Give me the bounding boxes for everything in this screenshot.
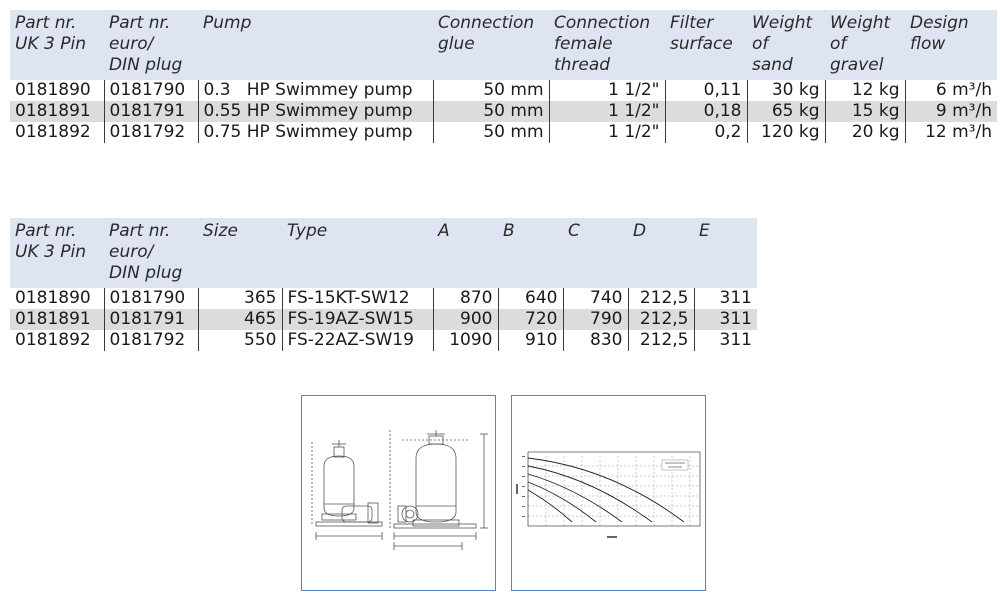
header-part-nr-uk: Part nr. UK 3 Pin xyxy=(10,218,104,288)
cell-weight-gravel: 15 kg xyxy=(824,101,905,122)
cell-design-flow: 9 m³/h xyxy=(904,101,997,122)
cell-d: 212,5 xyxy=(627,309,694,330)
cell-part-uk: 0181892 xyxy=(15,330,91,350)
cell-b: 720 xyxy=(497,309,563,330)
cell-connection-glue: 50 mm xyxy=(432,122,549,143)
cell-connection-glue: 50 mm xyxy=(432,101,549,122)
cell-type: FS-19AZ-SW15 xyxy=(281,309,433,330)
cell-b: 910 xyxy=(497,330,563,351)
cell-filter-surface: 0,2 xyxy=(664,122,747,143)
table-header-row: Part nr. UK 3 Pin Part nr. euro/DIN plug S… xyxy=(10,218,757,288)
table-row: 0181892 0181792 0.75 HP Swimmey pump 50 … xyxy=(10,122,997,143)
cell-pump: 0.3 HP Swimmey pump xyxy=(197,80,433,101)
cell-a: 870 xyxy=(432,288,498,309)
cell-filter-surface: 0,18 xyxy=(664,101,747,122)
header-part-nr-euro: Part nr. euro/DIN plug xyxy=(104,218,198,288)
cell-part-euro: 0181790 xyxy=(103,288,198,309)
cell-c: 740 xyxy=(562,288,628,309)
cell-a: 900 xyxy=(432,309,498,330)
dimension-drawing-svg xyxy=(311,430,488,550)
cell-type: FS-22AZ-SW19 xyxy=(281,330,433,351)
cell-a: 1090 xyxy=(432,330,498,351)
cell-size: 550 xyxy=(197,330,282,351)
cell-d: 212,5 xyxy=(627,330,694,351)
header-part-nr-uk: Part nr. UK 3 Pin xyxy=(10,10,104,80)
header-e: E xyxy=(694,218,757,288)
cell-weight-gravel: 12 kg xyxy=(824,80,905,101)
table-row: 0181891 0181791 0.55 HP Swimmey pump 50 … xyxy=(10,101,997,122)
header-weight-sand: Weight of sand xyxy=(747,10,825,80)
table-header-row: Part nr. UK 3 Pin Part nr. euro/DIN plug P… xyxy=(10,10,997,80)
header-pump: Pump xyxy=(198,10,433,80)
header-a: A xyxy=(433,218,498,288)
cell-part-euro: 0181792 xyxy=(103,122,198,143)
cell-pump: 0.55 HP Swimmey pump xyxy=(197,101,433,122)
cell-type: FS-15KT-SW12 xyxy=(281,288,433,309)
table-row: 0181891 0181791 465 FS-19AZ-SW15 900 720… xyxy=(10,309,757,330)
table-row: 0181892 0181792 550 FS-22AZ-SW19 1090 91… xyxy=(10,330,757,351)
pump-curve-svg xyxy=(516,451,701,538)
cell-part-euro: 0181791 xyxy=(103,101,198,122)
header-d: D xyxy=(628,218,694,288)
cell-connection-thread: 1 1/2" xyxy=(548,101,665,122)
cell-part-uk: 0181892 xyxy=(15,122,91,142)
pump-spec-table: Part nr. UK 3 Pin Part nr. euro/DIN plug P… xyxy=(10,10,997,143)
cell-c: 830 xyxy=(562,330,628,351)
cell-connection-glue: 50 mm xyxy=(432,80,549,101)
cell-part-uk: 0181891 xyxy=(10,101,104,122)
cell-weight-sand: 30 kg xyxy=(746,80,825,101)
header-design-flow: Design flow xyxy=(905,10,997,80)
cell-design-flow: 6 m³/h xyxy=(904,80,997,101)
cell-part-uk: 0181890 xyxy=(15,288,91,308)
cell-part-euro: 0181791 xyxy=(103,309,198,330)
table-row: 0181890 0181790 365 FS-15KT-SW12 870 640… xyxy=(10,288,757,309)
cell-size: 365 xyxy=(197,288,282,309)
cell-weight-gravel: 20 kg xyxy=(824,122,905,143)
cell-b: 640 xyxy=(497,288,563,309)
header-type: Type xyxy=(282,218,433,288)
header-weight-gravel: Weight of gravel xyxy=(825,10,905,80)
header-size: Size xyxy=(198,218,282,288)
cell-part-uk: 0181890 xyxy=(15,80,91,100)
cell-part-uk: 0181891 xyxy=(10,309,104,330)
cell-part-euro: 0181792 xyxy=(103,330,198,351)
cell-connection-thread: 1 1/2" xyxy=(548,122,665,143)
header-filter-surface: Filter surface xyxy=(665,10,747,80)
header-connection-thread: Connection female thread xyxy=(549,10,665,80)
cell-weight-sand: 65 kg xyxy=(746,101,825,122)
cell-e: 311 xyxy=(693,330,757,351)
cell-connection-thread: 1 1/2" xyxy=(548,80,665,101)
pump-curve-image[interactable] xyxy=(511,395,706,591)
size-spec-table: Part nr. UK 3 Pin Part nr. euro/DIN plug S… xyxy=(10,218,757,351)
cell-e: 311 xyxy=(693,309,757,330)
cell-design-flow: 12 m³/h xyxy=(904,122,997,143)
dimension-drawing-image[interactable] xyxy=(301,395,496,591)
cell-filter-surface: 0,11 xyxy=(664,80,747,101)
cell-weight-sand: 120 kg xyxy=(746,122,825,143)
cell-c: 790 xyxy=(562,309,628,330)
cell-size: 465 xyxy=(197,309,282,330)
cell-pump: 0.75 HP Swimmey pump xyxy=(197,122,433,143)
cell-part-euro: 0181790 xyxy=(103,80,198,101)
cell-d: 212,5 xyxy=(627,288,694,309)
table-row: 0181890 0181790 0.3 HP Swimmey pump 50 m… xyxy=(10,80,997,101)
header-part-nr-euro: Part nr. euro/DIN plug xyxy=(104,10,198,80)
cell-e: 311 xyxy=(693,288,757,309)
header-connection-glue: Connection glue xyxy=(433,10,549,80)
header-b: B xyxy=(498,218,563,288)
header-c: C xyxy=(563,218,628,288)
